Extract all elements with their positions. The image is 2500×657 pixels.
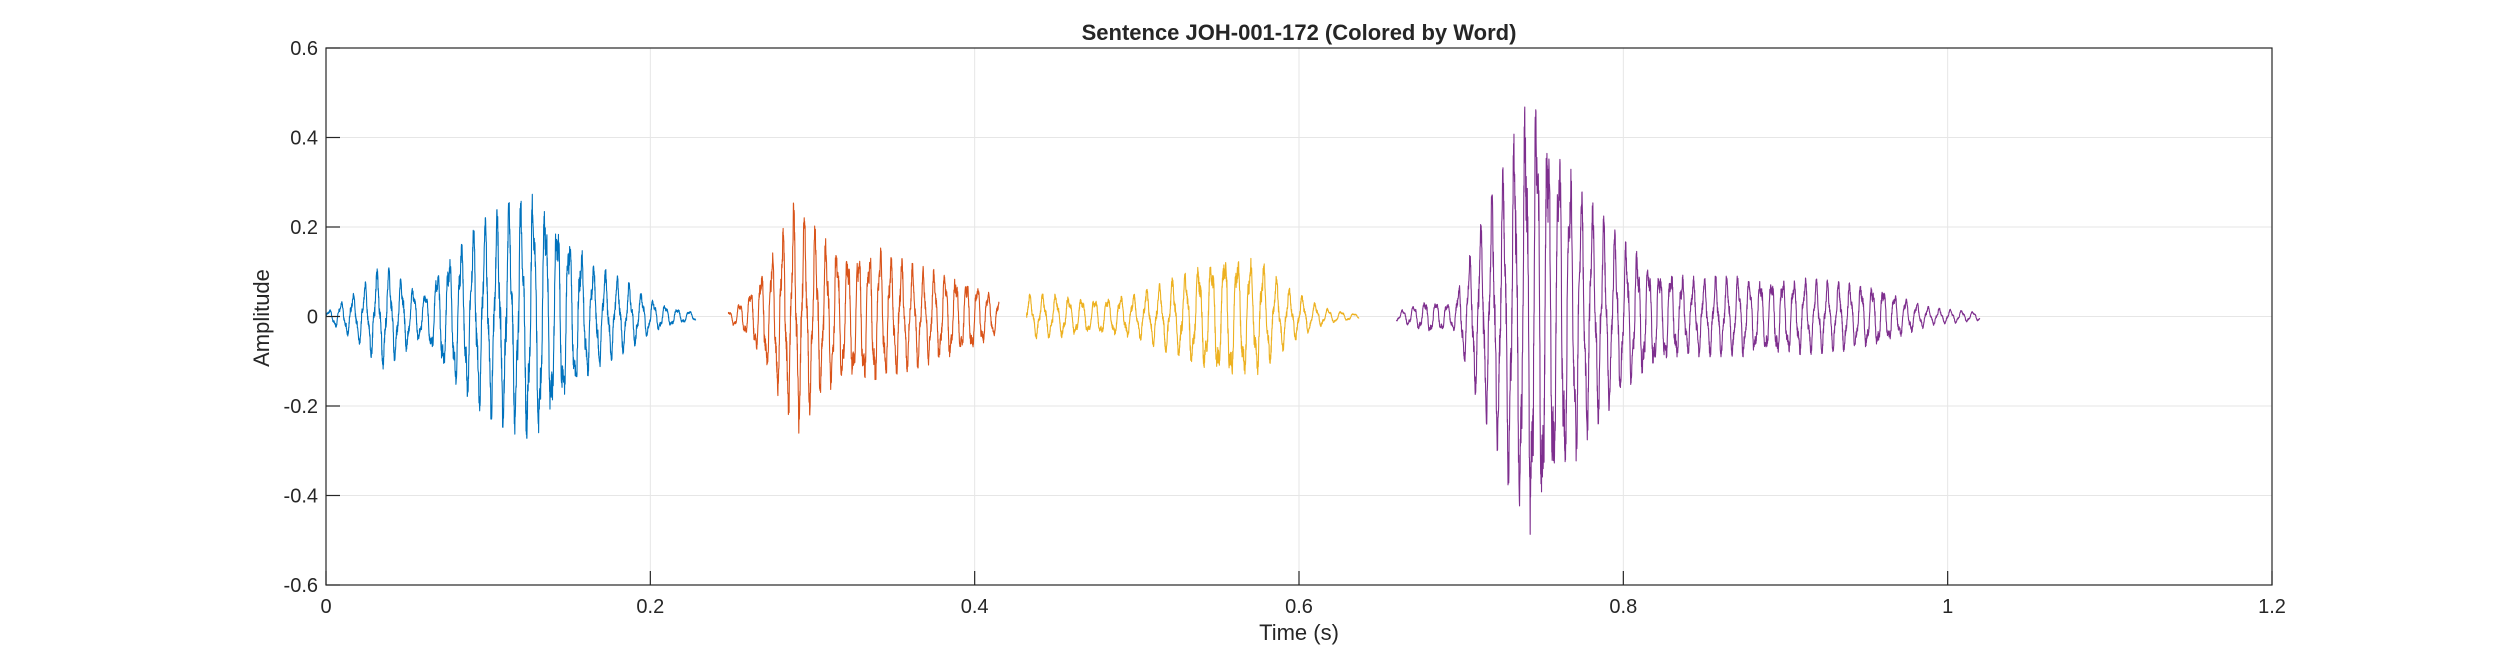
chart-title: Sentence JOH-001-172 (Colored by Word) xyxy=(1082,20,1517,45)
x-axis-label: Time (s) xyxy=(1259,620,1339,645)
word-waveform-series xyxy=(727,202,1000,434)
x-tick-label: 1.2 xyxy=(2258,596,2286,618)
y-tick-label: -0.6 xyxy=(284,575,318,597)
x-tick-label: 0 xyxy=(320,596,331,618)
y-tick-label: 0 xyxy=(307,307,318,329)
x-tick-label: 0.2 xyxy=(636,596,664,618)
x-tick-label: 1 xyxy=(1942,596,1953,618)
word-waveform-series xyxy=(325,193,697,439)
y-tick-label: -0.2 xyxy=(284,396,318,418)
x-tick-label: 0.6 xyxy=(1285,596,1313,618)
x-tick-label: 0.8 xyxy=(1609,596,1637,618)
y-axis-label: Amplitude xyxy=(249,269,274,367)
y-tick-label: 0.6 xyxy=(290,38,318,60)
x-tick-label: 0.4 xyxy=(961,596,989,618)
y-tick-label: 0.2 xyxy=(290,217,318,239)
y-tick-label: 0.4 xyxy=(290,128,318,150)
word-waveform-series xyxy=(1395,106,1981,535)
ticks: 0 0.2 0.4 0.6 0.8 1 1.2 -0.6 -0.4 -0.2 0 0.2 0.4 0.6 xyxy=(284,38,2286,618)
series-layer xyxy=(325,106,1981,535)
word-waveform-series xyxy=(1026,257,1360,376)
y-tick-label: -0.4 xyxy=(284,486,318,508)
